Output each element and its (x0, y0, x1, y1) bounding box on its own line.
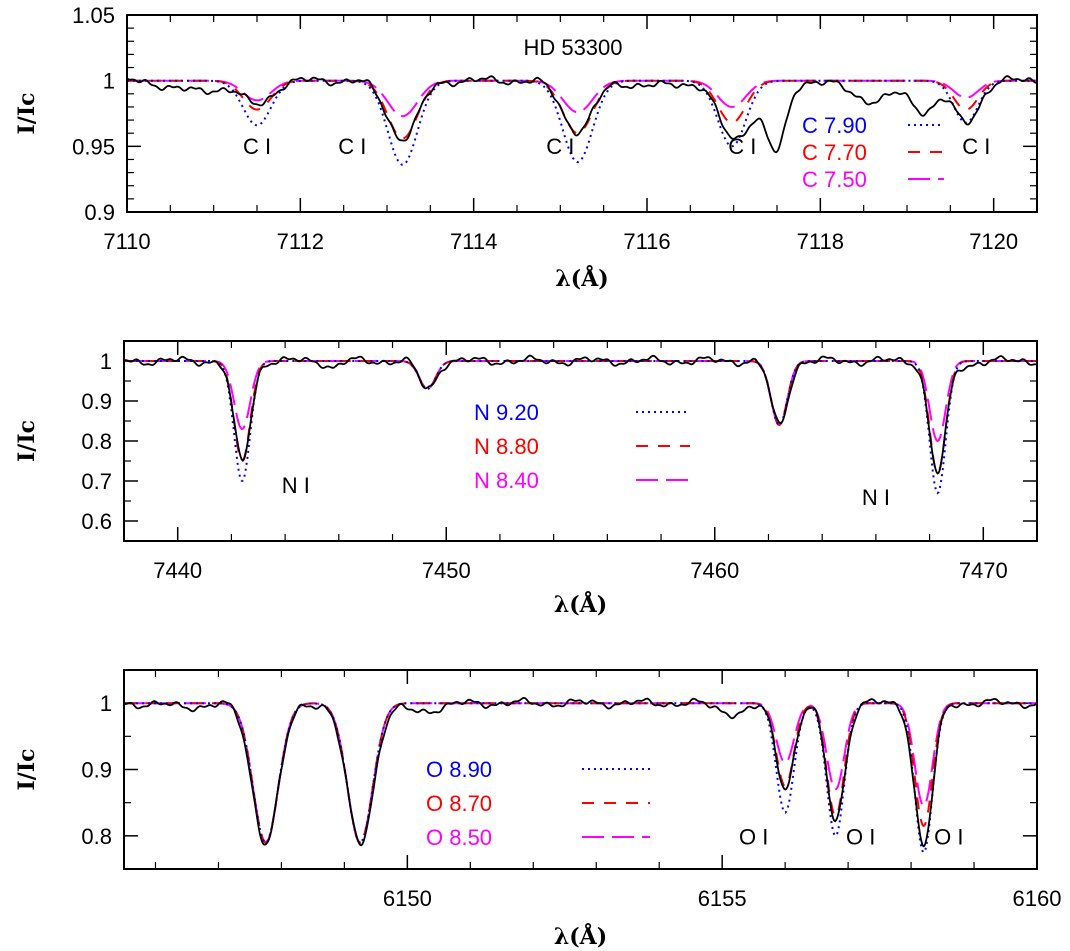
legend-label: N 8.80 (474, 434, 539, 459)
panel-nitrogen: 7440 7450 7460 7470 0.6 0.7 0.8 0.9 1 N I N I N 9.2… (14, 340, 1038, 618)
legend-label: C 7.50 (802, 167, 867, 192)
x-tick-label: 7116 (623, 229, 670, 254)
observed-spectrum-line (124, 354, 1037, 475)
model-line-longdash (127, 79, 1037, 118)
panel-carbon: 7110 7112 7114 7116 7118 7120 0.9 0.95 1 1.05 C I C… (14, 3, 1038, 292)
model-line-dotted (124, 360, 1037, 495)
y-tick-label: 1 (100, 349, 112, 374)
line-label: O I (934, 824, 963, 849)
x-tick-label: 7118 (797, 229, 844, 254)
y-axis-label: I/Ic (14, 748, 40, 790)
x-axis-label: λ(Å) (555, 265, 608, 292)
x-tick-label: 7470 (959, 558, 1008, 583)
legend-label: C 7.90 (802, 113, 867, 138)
y-tick-label: 1.05 (72, 3, 115, 28)
x-tick-label: 7112 (277, 229, 324, 254)
legend-label: C 7.70 (802, 140, 867, 165)
y-tick-label: 1 (100, 691, 112, 716)
legend-label: N 9.20 (474, 400, 539, 425)
model-line-dotted (127, 79, 1037, 166)
x-tick-label: 7450 (422, 558, 471, 583)
y-tick-label: 0.9 (81, 389, 112, 414)
line-label: N I (862, 485, 890, 510)
legend-label: O 8.50 (426, 825, 492, 850)
y-tick-label: 0.9 (81, 758, 112, 783)
model-line-dotted (124, 702, 1037, 854)
x-tick-label: 7120 (969, 229, 1018, 254)
line-label: C I (728, 134, 756, 159)
observed-spectrum-line (124, 696, 1037, 848)
x-tick-label: 6160 (1013, 886, 1062, 911)
x-tick-label: 6155 (698, 886, 747, 911)
x-tick-label: 7110 (103, 229, 150, 254)
line-label: C I (338, 134, 366, 159)
legend-label: O 8.90 (426, 757, 492, 782)
y-axis-label: I/Ic (14, 420, 40, 462)
model-line-dashed (124, 702, 1037, 844)
plot-area (124, 696, 1037, 854)
x-axis-label: λ(Å) (554, 923, 607, 950)
line-label: O I (739, 824, 768, 849)
panel-oxygen: 6150 6155 6160 0.8 0.9 1 O I O I O I O 8.90 O 8.70… (14, 669, 1062, 950)
chart-title: HD 53300 (523, 35, 622, 60)
x-tick-label: 7114 (450, 229, 497, 254)
x-axis-label: λ(Å) (554, 591, 607, 618)
legend-label: O 8.70 (426, 791, 492, 816)
plot-area (124, 354, 1037, 495)
y-tick-label: 0.6 (81, 509, 112, 534)
line-label: C I (243, 134, 271, 159)
y-tick-label: 1 (103, 69, 115, 94)
model-line-longdash (124, 360, 1037, 443)
plot-frame (123, 669, 1038, 870)
line-label: N I (282, 473, 310, 498)
x-tick-label: 6150 (383, 886, 432, 911)
line-label: C I (962, 134, 990, 159)
y-tick-label: 0.7 (81, 469, 112, 494)
observed-spectrum-line (127, 75, 1037, 154)
y-tick-label: 0.9 (84, 200, 115, 225)
legend-label: N 8.40 (474, 468, 539, 493)
y-tick-label: 0.8 (81, 824, 112, 849)
x-tick-label: 7460 (690, 558, 739, 583)
x-tick-label: 7440 (153, 558, 202, 583)
y-axis-label: I/Ic (14, 92, 40, 134)
model-line-dashed (124, 360, 1037, 475)
plot-frame (123, 340, 1038, 542)
y-tick-label: 0.95 (72, 134, 115, 159)
plot-area (127, 75, 1037, 166)
line-label: C I (546, 134, 574, 159)
line-label: O I (846, 824, 875, 849)
plot-frame (126, 14, 1038, 213)
y-tick-label: 0.8 (81, 429, 112, 454)
model-line-longdash (124, 702, 1037, 844)
